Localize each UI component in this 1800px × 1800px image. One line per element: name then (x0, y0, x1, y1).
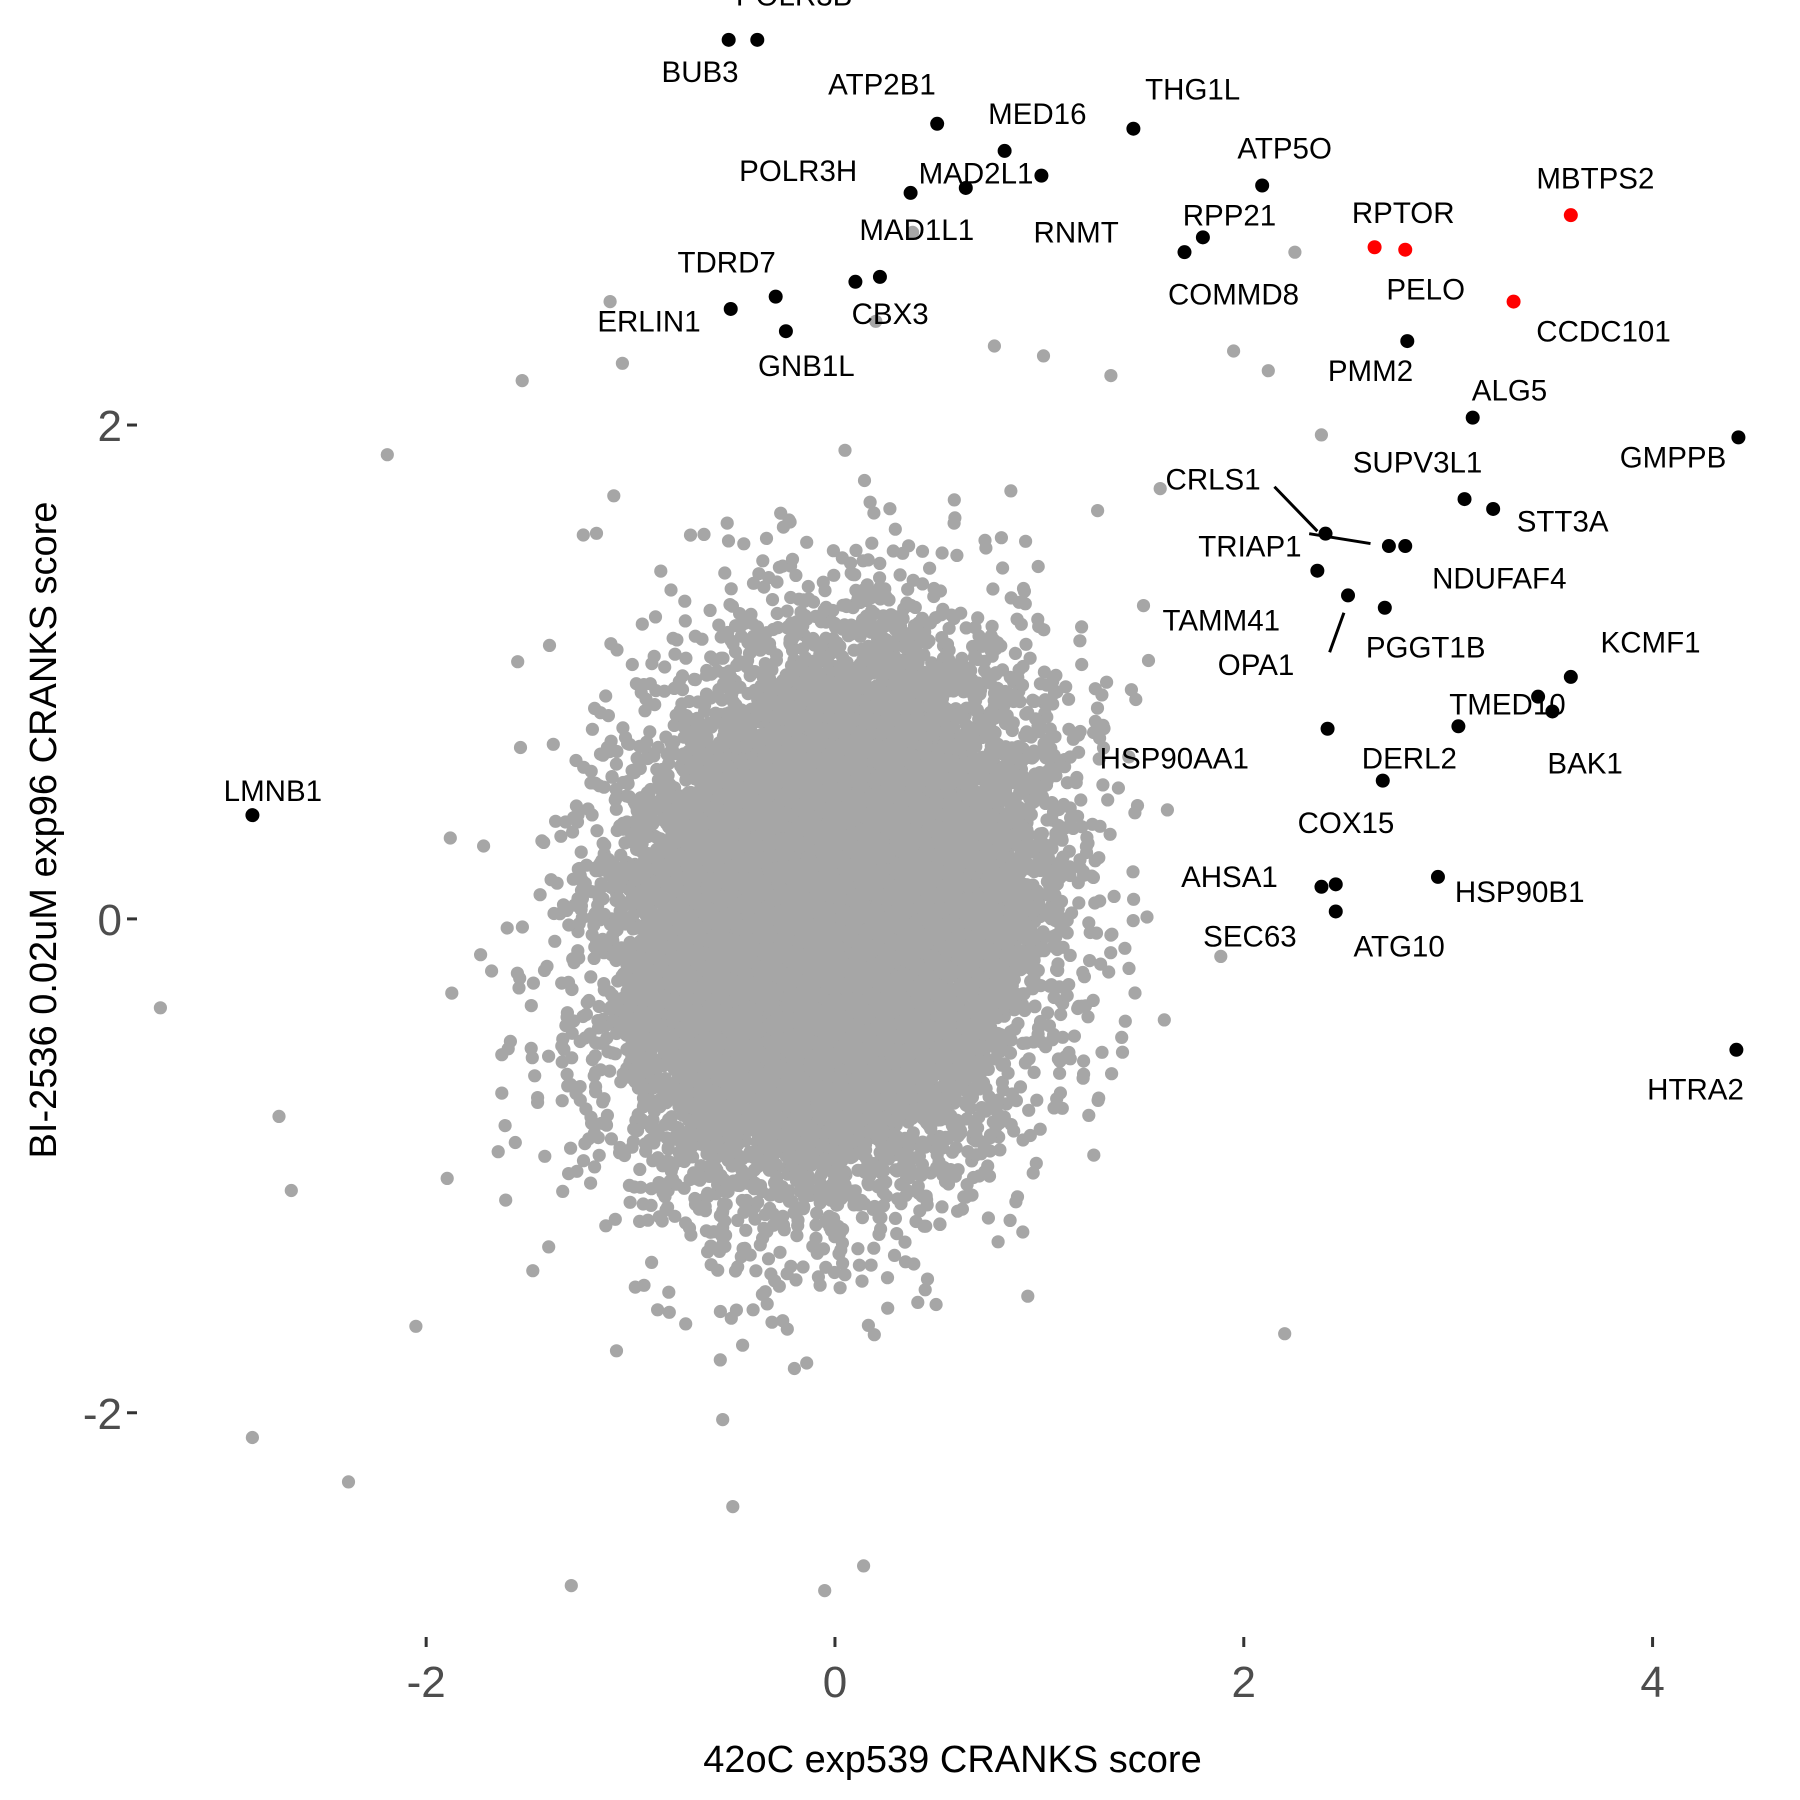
background-point (849, 543, 863, 558)
background-point (1063, 948, 1077, 963)
background-point (935, 1200, 949, 1214)
background-point (746, 1303, 760, 1317)
background-point (736, 1338, 750, 1352)
background-point (1102, 965, 1116, 979)
background-point (790, 1229, 804, 1243)
background-point (893, 568, 907, 582)
background-point (679, 651, 693, 665)
background-point (1100, 675, 1114, 689)
background-point (485, 964, 499, 978)
background-point (648, 610, 663, 624)
background-point (533, 888, 547, 902)
background-point (1214, 949, 1228, 964)
background-point (1053, 1086, 1067, 1100)
background-point (880, 1271, 895, 1285)
background-point (1081, 1010, 1095, 1024)
background-point (765, 593, 780, 607)
background-point (566, 825, 580, 839)
background-point (800, 535, 814, 549)
background-point (498, 1119, 512, 1133)
background-point (1082, 1108, 1096, 1122)
background-point (1157, 1013, 1171, 1027)
background-point (445, 986, 459, 1000)
background-point (525, 1051, 539, 1065)
background-point (662, 1112, 676, 1127)
background-point (979, 541, 993, 555)
background-point (1122, 961, 1136, 976)
background-point (873, 556, 887, 571)
background-point (662, 1305, 676, 1319)
background-point (503, 1034, 517, 1048)
background-point (538, 1149, 552, 1163)
background-point (474, 948, 488, 962)
background-point (526, 976, 541, 990)
background-point (749, 1264, 763, 1278)
background-point (1062, 692, 1076, 706)
background-point (784, 590, 798, 605)
background-point (852, 1258, 867, 1272)
background-point (809, 1218, 823, 1232)
background-point (1032, 725, 1046, 739)
background-point (861, 553, 875, 567)
background-point (477, 839, 491, 853)
background-point (1093, 819, 1107, 833)
background-point (499, 1193, 513, 1207)
background-point (562, 918, 576, 932)
background-point (1075, 620, 1089, 634)
background-point (524, 999, 538, 1013)
background-point (933, 1217, 947, 1231)
background-points (153, 225, 1328, 1598)
background-point (920, 1272, 935, 1286)
background-point (1033, 1122, 1047, 1136)
background-point (1083, 954, 1097, 968)
background-point (1008, 646, 1023, 661)
background-point (678, 594, 692, 608)
background-point (1118, 941, 1132, 955)
background-point (1027, 1065, 1041, 1079)
background-point (664, 583, 678, 597)
background-point (801, 579, 815, 594)
background-point (688, 629, 702, 643)
background-point (443, 831, 457, 845)
background-point (678, 614, 692, 628)
background-point (1092, 752, 1106, 766)
background-point (510, 966, 524, 980)
background-point (1016, 1133, 1030, 1147)
background-point (890, 1227, 904, 1241)
background-point (718, 566, 732, 580)
background-point (713, 1304, 728, 1319)
background-point (851, 1242, 865, 1256)
background-point (721, 534, 736, 548)
background-point (865, 536, 879, 550)
